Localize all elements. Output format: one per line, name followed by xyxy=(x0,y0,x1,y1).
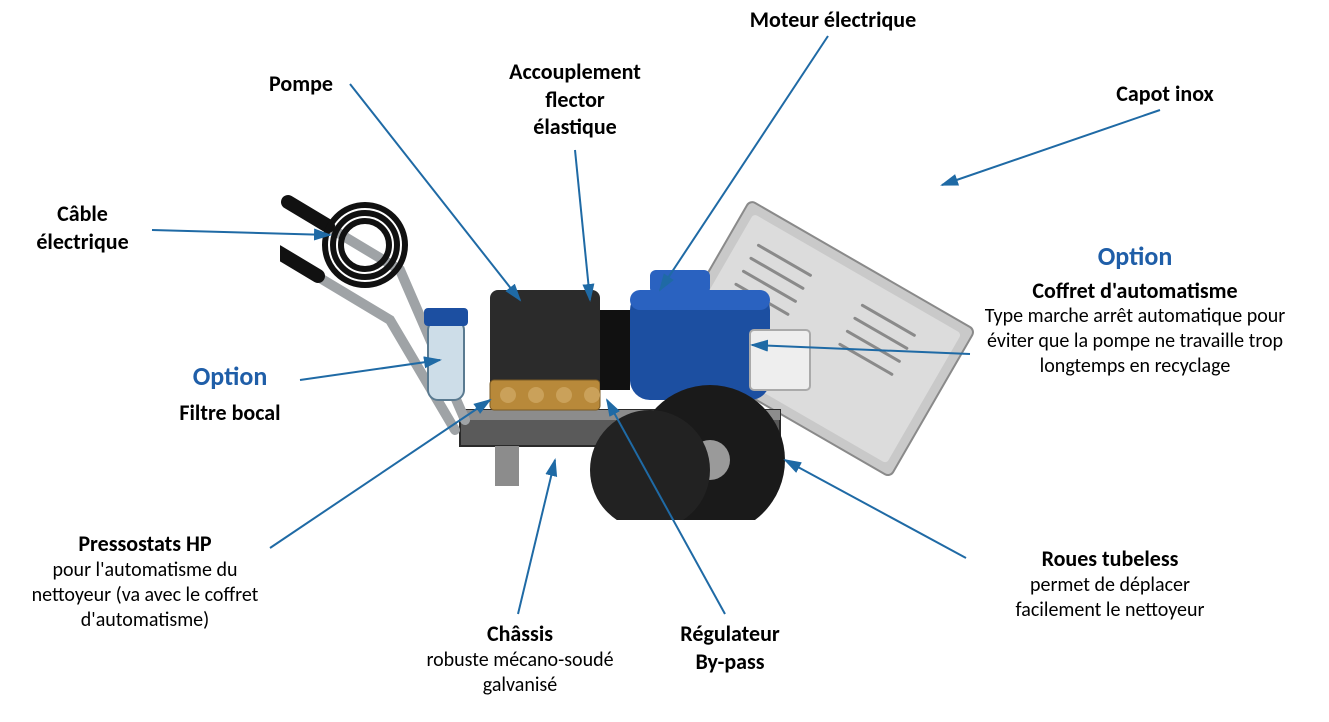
label-roues: Roues tubeless permet de déplacer facile… xyxy=(960,545,1260,623)
label-accouplement-l3: élastique xyxy=(465,113,685,141)
label-filtre-option: Option xyxy=(140,360,320,393)
label-coffret-title: Coffret d'automatisme xyxy=(970,277,1300,305)
label-coffret-desc: Type marche arrêt automatique pour évite… xyxy=(970,304,1300,379)
label-cable-l1: Câble xyxy=(10,200,155,228)
label-filtre-title: Filtre bocal xyxy=(140,399,320,427)
label-moteur-title: Moteur électrique xyxy=(703,6,963,34)
label-pressostats: Pressostats HP pour l'automatisme du net… xyxy=(0,530,290,633)
label-roues-d2: facilement le nettoyeur xyxy=(960,598,1260,623)
label-cable-l2: électrique xyxy=(10,228,155,256)
label-capot: Capot inox xyxy=(1080,80,1250,108)
label-pompe: Pompe xyxy=(241,70,361,98)
label-regulateur-l1: Régulateur xyxy=(630,620,830,648)
label-regulateur: Régulateur By-pass xyxy=(630,620,830,675)
label-roues-title: Roues tubeless xyxy=(960,545,1260,573)
label-pressostats-d3: d'automatisme) xyxy=(0,608,290,633)
label-pressostats-d1: pour l'automatisme du xyxy=(0,558,290,583)
label-capot-title: Capot inox xyxy=(1080,80,1250,108)
label-chassis-d1: robuste mécano-soudé xyxy=(380,648,660,673)
label-filtre: Option Filtre bocal xyxy=(140,360,320,426)
label-chassis: Châssis robuste mécano-soudé galvanisé xyxy=(380,620,660,698)
label-pressostats-d2: nettoyeur (va avec le coffret xyxy=(0,583,290,608)
label-accouplement-l2: flector xyxy=(465,86,685,114)
label-coffret: Option Coffret d'automatisme Type marche… xyxy=(970,240,1300,379)
product-illustration xyxy=(280,180,980,520)
label-pressostats-title: Pressostats HP xyxy=(0,530,290,558)
label-regulateur-l2: By-pass xyxy=(630,648,830,676)
label-cable: Câble électrique xyxy=(10,200,155,255)
label-accouplement-l1: Accouplement xyxy=(465,58,685,86)
label-moteur: Moteur électrique xyxy=(703,6,963,34)
label-roues-d1: permet de déplacer xyxy=(960,573,1260,598)
label-accouplement: Accouplement flector élastique xyxy=(465,58,685,141)
label-pompe-title: Pompe xyxy=(241,70,361,98)
label-chassis-title: Châssis xyxy=(380,620,660,648)
label-chassis-d2: galvanisé xyxy=(380,673,660,698)
label-coffret-option: Option xyxy=(970,240,1300,273)
